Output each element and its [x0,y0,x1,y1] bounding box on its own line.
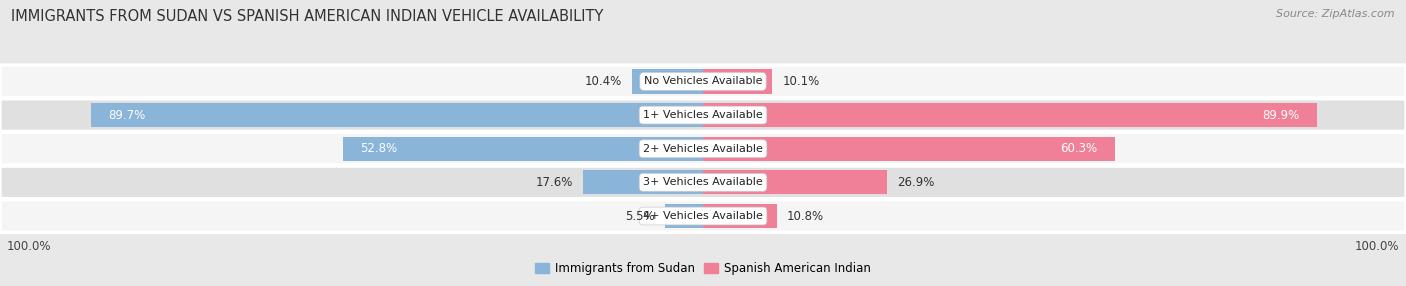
Text: 60.3%: 60.3% [1060,142,1098,155]
Text: 17.6%: 17.6% [536,176,572,189]
Text: 10.8%: 10.8% [787,210,824,223]
Text: 2+ Vehicles Available: 2+ Vehicles Available [643,144,763,154]
Text: Source: ZipAtlas.com: Source: ZipAtlas.com [1277,9,1395,19]
Text: IMMIGRANTS FROM SUDAN VS SPANISH AMERICAN INDIAN VEHICLE AVAILABILITY: IMMIGRANTS FROM SUDAN VS SPANISH AMERICA… [11,9,603,23]
Bar [583,170,703,194]
FancyBboxPatch shape [0,132,1406,165]
Bar [703,69,772,94]
FancyBboxPatch shape [0,99,1406,131]
Text: No Vehicles Available: No Vehicles Available [644,76,762,86]
Text: 52.8%: 52.8% [360,142,396,155]
Bar [633,69,703,94]
FancyBboxPatch shape [0,200,1406,232]
Text: 10.4%: 10.4% [585,75,621,88]
Text: 3+ Vehicles Available: 3+ Vehicles Available [643,177,763,187]
Bar [703,170,887,194]
Text: 89.9%: 89.9% [1263,109,1299,122]
Text: 26.9%: 26.9% [897,176,934,189]
Bar [665,204,703,228]
Bar [91,103,703,127]
Bar [703,103,1316,127]
FancyBboxPatch shape [0,65,1406,98]
FancyBboxPatch shape [0,166,1406,199]
Legend: Immigrants from Sudan, Spanish American Indian: Immigrants from Sudan, Spanish American … [530,258,876,280]
Text: 4+ Vehicles Available: 4+ Vehicles Available [643,211,763,221]
Text: 89.7%: 89.7% [108,109,145,122]
Bar [703,204,776,228]
Text: 5.5%: 5.5% [626,210,655,223]
Text: 100.0%: 100.0% [1354,240,1399,253]
Text: 10.1%: 10.1% [782,75,820,88]
Bar [703,137,1115,161]
Text: 100.0%: 100.0% [7,240,52,253]
Bar [343,137,703,161]
Text: 1+ Vehicles Available: 1+ Vehicles Available [643,110,763,120]
